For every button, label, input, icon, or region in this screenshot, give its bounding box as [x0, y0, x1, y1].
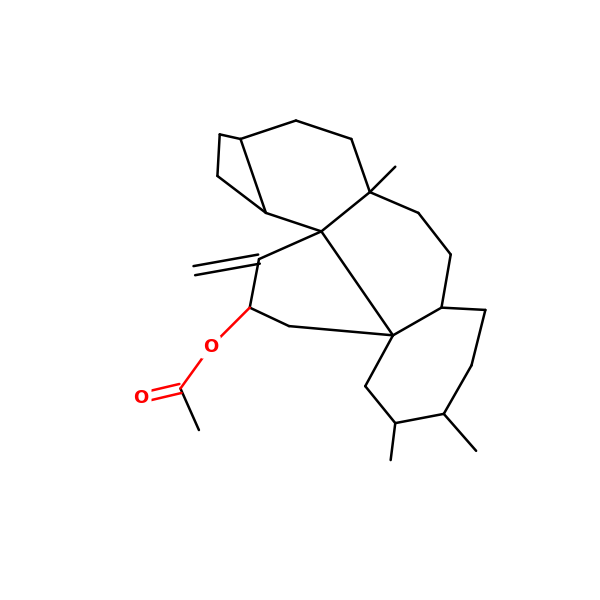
Text: O: O	[134, 389, 149, 407]
Text: O: O	[203, 338, 218, 356]
